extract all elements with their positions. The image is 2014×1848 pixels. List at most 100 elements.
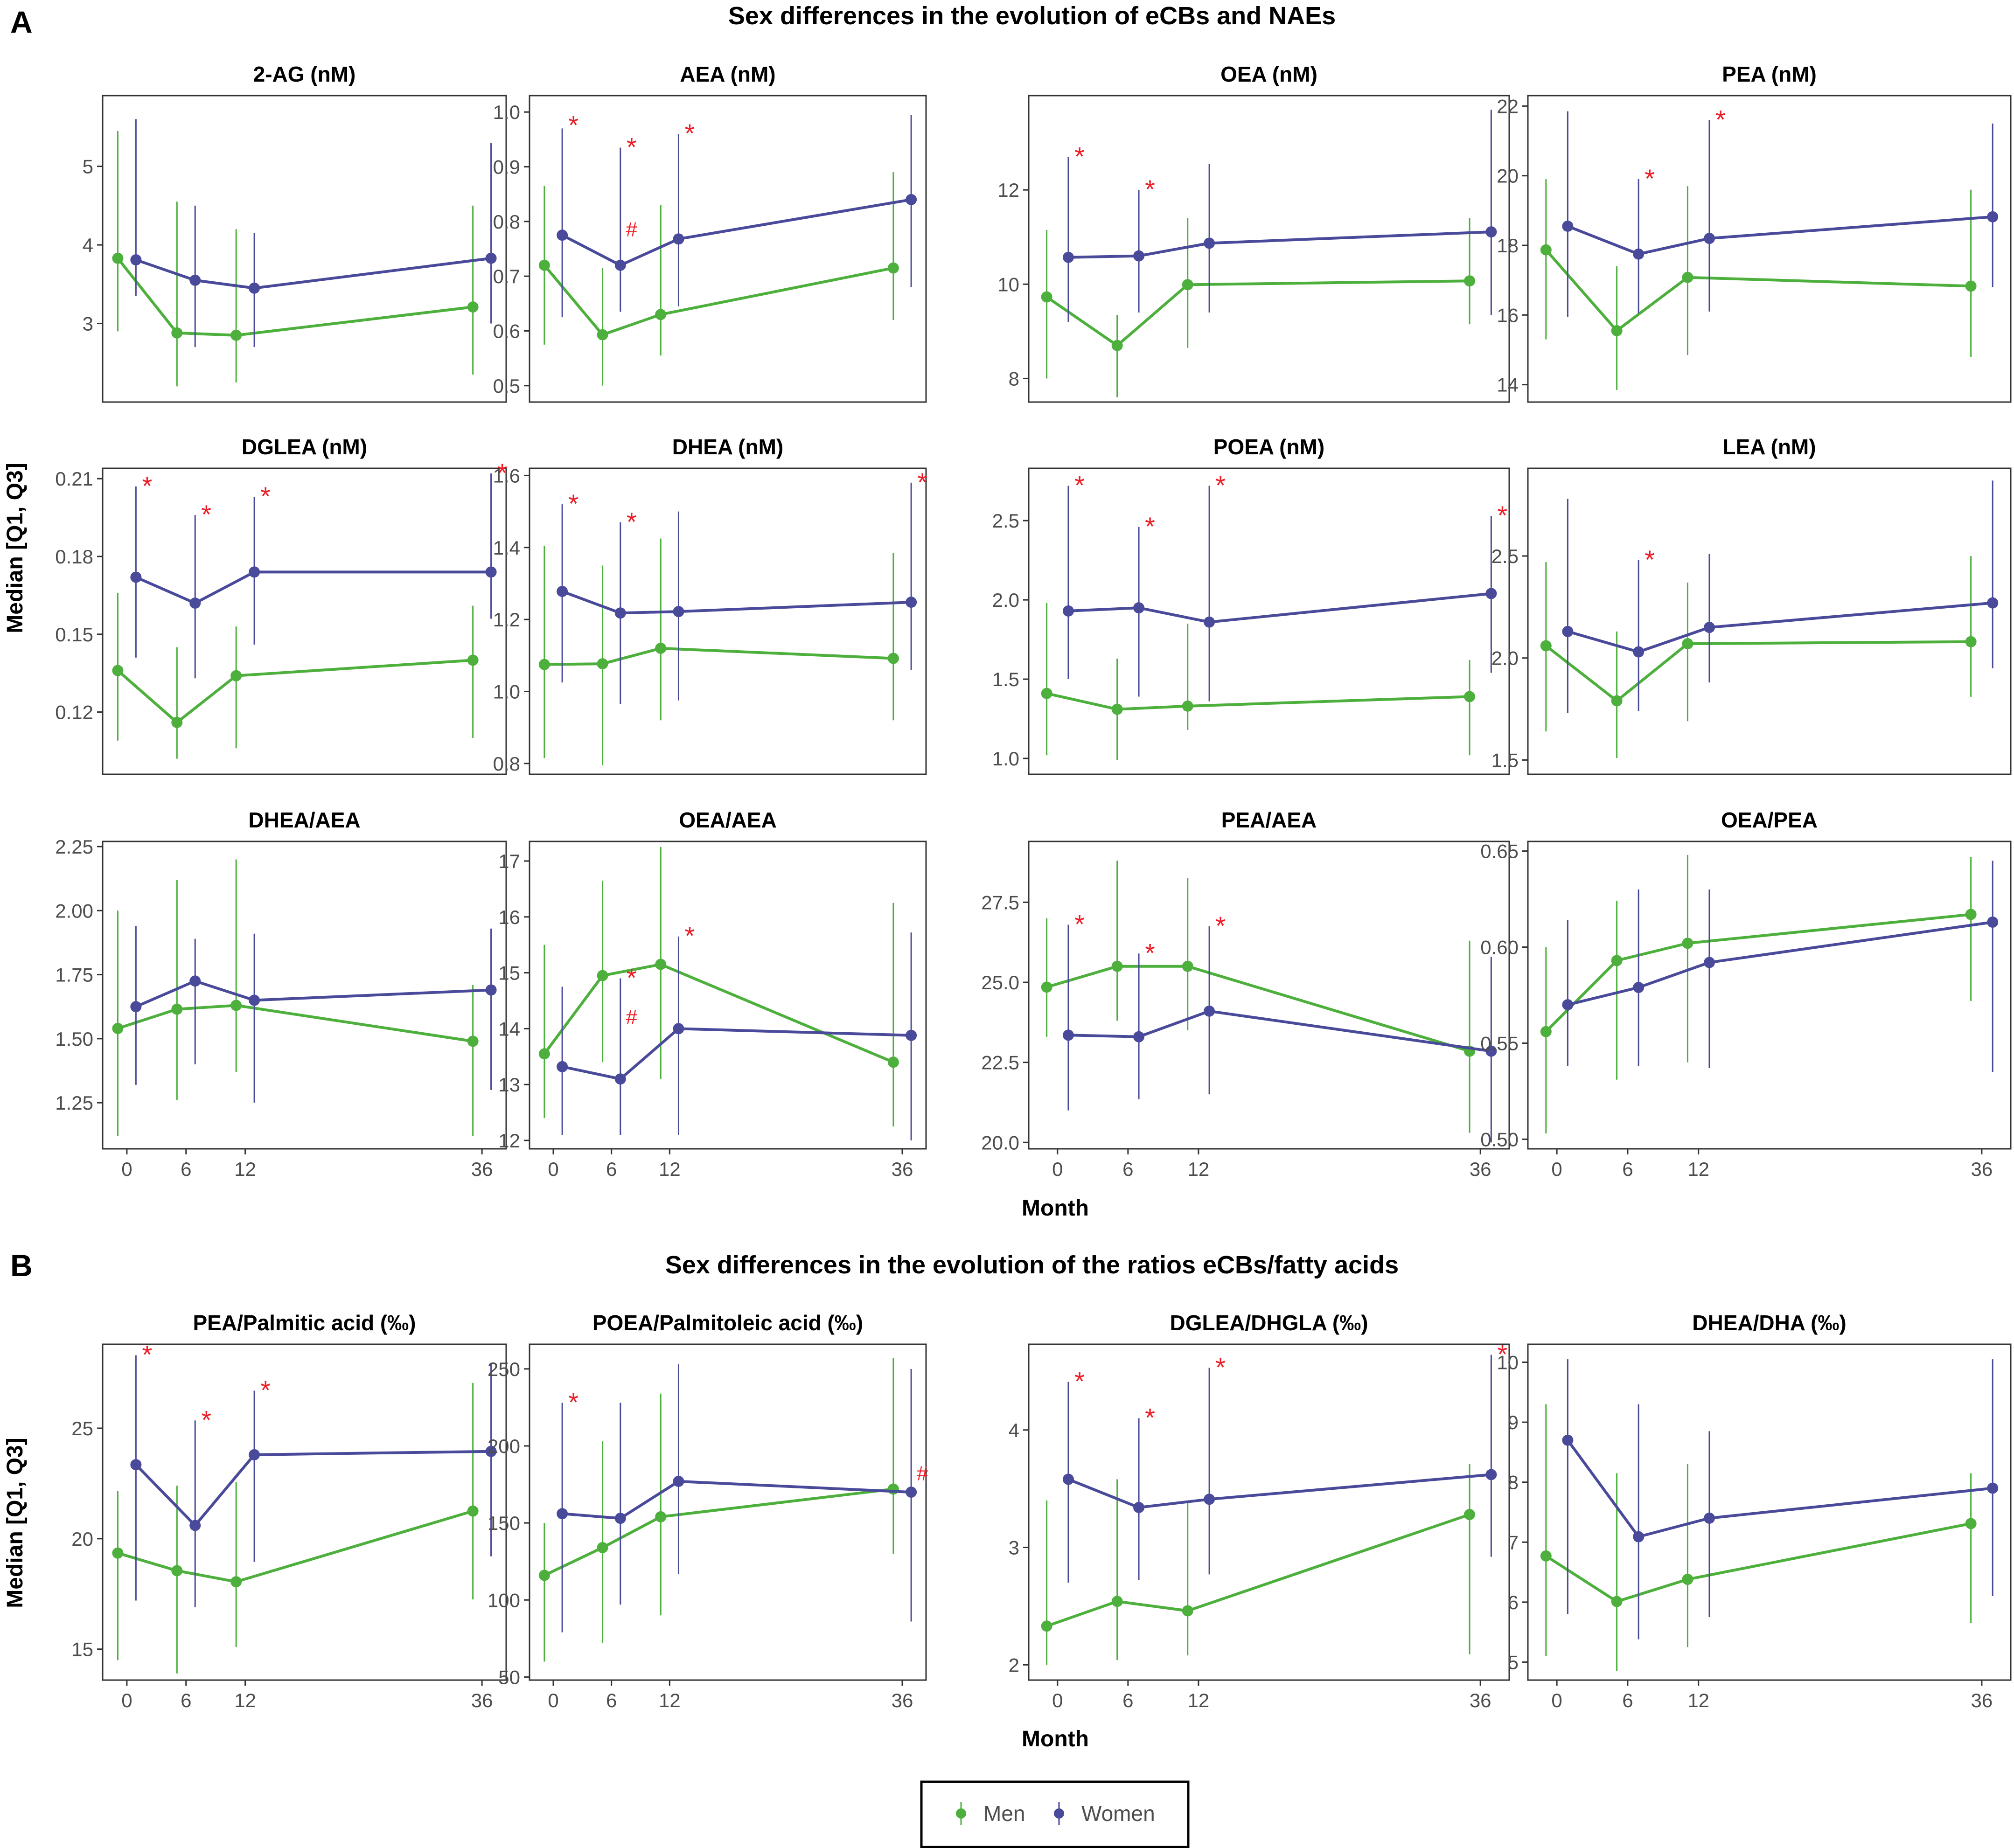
y-tick-label: 6	[1508, 1591, 1519, 1613]
x-tick-label: 0	[121, 1158, 132, 1180]
women-point	[906, 597, 917, 608]
panel-2: AEA (nM) 0.5 0.6 0.7 0.8 0.9 1.0 * * * #	[493, 62, 927, 403]
women-point	[249, 1449, 260, 1460]
panel-5: DGLEA (nM) 0.12 0.15 0.18 0.21 * * * *	[55, 435, 507, 775]
men-point	[230, 1576, 242, 1588]
y-tick-label: 1.5	[992, 668, 1019, 690]
y-tick-label: 2.5	[1491, 545, 1519, 567]
panel-frame	[529, 95, 927, 403]
women-point	[673, 1475, 684, 1487]
panel-3: OEA (nM) 8 10 12 * *	[997, 62, 1510, 403]
women-point	[1987, 1482, 1999, 1494]
men-line	[1545, 1522, 1972, 1603]
significance-star: *	[1145, 938, 1155, 967]
y-tick-label: 14	[498, 1018, 520, 1040]
y-tick-label: 10	[997, 273, 1019, 295]
x-tick-label: 36	[892, 1689, 913, 1711]
men-point	[1041, 1620, 1052, 1632]
panel-frame	[1028, 95, 1510, 403]
y-tick-label: 2	[1009, 1654, 1019, 1676]
women-point	[673, 1023, 684, 1035]
significance-star: *	[917, 467, 927, 497]
men-point	[467, 1505, 479, 1517]
women-point	[130, 1001, 142, 1013]
panel-frame	[1028, 467, 1510, 775]
men-point	[1041, 688, 1052, 699]
y-tick-label: 14	[1497, 374, 1519, 396]
panel-6: DHEA (nM)0.81.01.21.41.6***	[493, 435, 927, 775]
y-tick-label: 15	[498, 962, 520, 984]
significance-star: *	[142, 471, 152, 500]
significance-star: *	[201, 500, 211, 529]
y-tick-label: 2.0	[1491, 647, 1519, 669]
y-tick-label: 20.0	[981, 1132, 1019, 1153]
significance-star: *	[1074, 141, 1085, 171]
women-point	[130, 571, 142, 583]
x-tick-label: 36	[471, 1158, 493, 1180]
men-line	[543, 963, 894, 1064]
panel-12: OEA/PEA 0.50 0.55 0.60 0.65 0 6 12 36	[1480, 808, 2012, 1180]
y-axis-label-b: Median [Q1, Q3]	[3, 1438, 28, 1608]
women-point	[249, 994, 260, 1006]
men-point	[230, 329, 242, 341]
men-point	[887, 1056, 899, 1068]
men-point	[1464, 275, 1476, 287]
x-tick-label: 36	[1470, 1158, 1491, 1180]
women-point	[1633, 646, 1645, 658]
significance-star: *	[1145, 1403, 1155, 1432]
y-tick-label: 2.5	[992, 510, 1019, 532]
panel-title: PEA/Palmitic acid (‰)	[193, 1311, 416, 1335]
y-tick-label: 0.8	[493, 211, 520, 233]
y-tick-label: 8	[1009, 368, 1019, 389]
women-point	[485, 984, 497, 996]
women-point	[249, 282, 260, 294]
significance-star: *	[685, 118, 695, 148]
women-point	[1703, 233, 1715, 244]
x-tick-label: 6	[1622, 1158, 1633, 1180]
y-tick-label: 16	[498, 906, 520, 928]
y-tick-label: 0.9	[493, 156, 520, 178]
y-tick-label: 3	[1009, 1537, 1019, 1559]
men-line	[544, 646, 894, 666]
y-tick-label: 22	[1497, 95, 1519, 117]
y-tick-label: 5	[1508, 1651, 1519, 1673]
significance-star: *	[201, 1405, 211, 1434]
panel-title: LEA (nM)	[1722, 435, 1816, 459]
women-line	[135, 1450, 491, 1528]
significance-star: *	[260, 1375, 271, 1404]
x-tick-label: 36	[471, 1689, 493, 1711]
section-b-title: Sex differences in the evolution of the …	[665, 1251, 1399, 1279]
women-line	[135, 257, 491, 290]
men-point	[1611, 695, 1623, 707]
x-tick-label: 12	[1188, 1689, 1210, 1711]
x-tick-label: 0	[1052, 1689, 1063, 1711]
women-line	[1068, 230, 1491, 259]
significance-star: *	[1145, 174, 1155, 204]
men-point	[887, 653, 899, 664]
panel-13: PEA/Palmitic acid (‰) 15 20 25 0 6 12 36 * * *	[71, 1311, 507, 1711]
panel-title: DGLEA/DHGLA (‰)	[1170, 1311, 1368, 1335]
significance-star: *	[568, 111, 578, 140]
men-point	[230, 670, 242, 681]
y-tick-label: 16	[1497, 304, 1519, 326]
y-axis-label-a: Median [Q1, Q3]	[3, 463, 28, 633]
significance-star: *	[1215, 911, 1226, 940]
panels-group: 2-AG (nM) 3 4 5 AEA (nM) 0.5 0.6 0.7 0.8 0.9 1.0 * *…	[55, 62, 2012, 1711]
women-point	[1485, 226, 1497, 238]
men-point	[655, 642, 667, 654]
women-line	[562, 1480, 912, 1520]
y-tick-label: 8	[1508, 1472, 1519, 1494]
y-tick-label: 20	[71, 1528, 93, 1550]
panel-title: AEA (nM)	[680, 62, 775, 86]
men-point	[1111, 1596, 1123, 1607]
women-point	[1633, 982, 1645, 993]
significance-hash: #	[917, 1462, 928, 1485]
significance-hash: #	[626, 1006, 638, 1028]
women-point	[1485, 1469, 1497, 1480]
significance-star: *	[568, 1388, 578, 1417]
men-point	[1111, 340, 1123, 351]
section-a-letter: A	[10, 5, 33, 39]
men-point	[1611, 955, 1623, 966]
panel-frame	[1527, 841, 2012, 1150]
